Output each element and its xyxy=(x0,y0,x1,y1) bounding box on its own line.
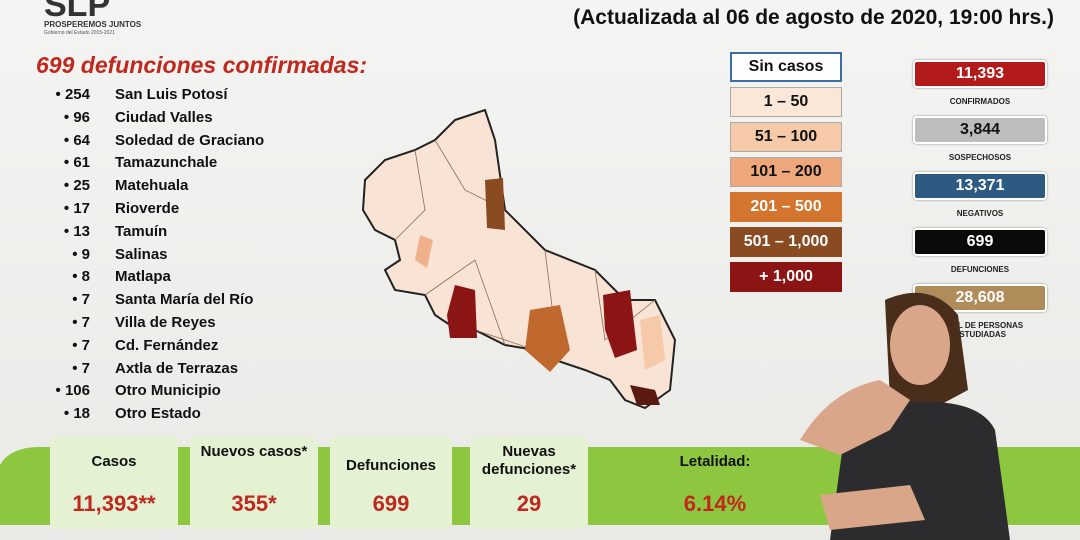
summary-value: 699 xyxy=(372,491,410,516)
summary-box: Nuevos casos* 355* xyxy=(190,437,318,529)
legend-item: 51 – 100 xyxy=(730,122,842,152)
municipality: Salinas xyxy=(115,245,168,263)
municipality: Otro Municipio xyxy=(115,382,221,400)
municipality: Otro Estado xyxy=(115,405,201,423)
death-count: 7 xyxy=(40,337,90,354)
summary-box: Nuevas defunciones* 29 xyxy=(470,437,588,529)
municipality: Matlapa xyxy=(115,268,171,286)
death-row: 13 Tamuín xyxy=(40,223,340,245)
summary-value: 29 xyxy=(516,491,542,516)
death-row: 7 Villa de Reyes xyxy=(40,314,340,336)
stat-label: TOTAL DE PERSONAS ESTUDIADAS xyxy=(936,321,1024,339)
death-row: 254 San Luis Potosí xyxy=(40,86,340,108)
municipality: San Luis Potosí xyxy=(115,86,228,103)
legend-item: 1 – 50 xyxy=(730,87,842,117)
death-count: 106 xyxy=(40,382,90,399)
summary-value: 11,393** xyxy=(72,491,156,516)
municipality: Ciudad Valles xyxy=(115,108,213,126)
death-count: 9 xyxy=(40,246,90,263)
summary-label: Casos xyxy=(91,453,137,470)
death-count: 13 xyxy=(40,223,90,240)
death-row: 64 Soledad de Graciano xyxy=(40,132,340,154)
death-count: 17 xyxy=(40,200,90,217)
death-row: 17 Rioverde xyxy=(40,200,340,222)
death-row: 61 Tamazunchale xyxy=(40,154,340,176)
summary-label: Nuevos casos* xyxy=(200,443,308,460)
stat-value: 699 xyxy=(913,228,1047,256)
logo-slogan: PROSPEREMOS JUNTOS xyxy=(44,20,142,29)
death-count: 64 xyxy=(40,132,90,149)
state-map xyxy=(361,108,677,410)
death-row: 9 Salinas xyxy=(40,246,340,268)
death-row: 8 Matlapa xyxy=(40,268,340,290)
death-count: 25 xyxy=(40,177,90,194)
summary-label: Defunciones xyxy=(345,457,436,474)
death-row: 106 Otro Municipio xyxy=(40,382,340,404)
stat-label: SOSPECHOSOS xyxy=(948,153,1012,162)
death-count: 18 xyxy=(40,405,90,422)
summary-value: 355* xyxy=(231,491,277,516)
summary-label: Nuevas defunciones* xyxy=(481,443,577,478)
interpreter xyxy=(800,292,1010,540)
municipality: Santa María del Río xyxy=(115,291,254,309)
death-row: 7 Santa María del Río xyxy=(40,291,340,313)
logo: SLP xyxy=(44,0,111,24)
death-count: 7 xyxy=(40,291,90,308)
stat-label: CONFIRMADOS xyxy=(949,97,1011,106)
municipality: Matehuala xyxy=(115,177,189,195)
death-count: 61 xyxy=(40,154,90,171)
municipality: Villa de Reyes xyxy=(115,314,216,331)
summary-box: Defunciones 699 xyxy=(330,437,452,529)
death-row: 18 Otro Estado xyxy=(40,405,340,427)
death-row: 96 Ciudad Valles xyxy=(40,109,340,131)
stat-value: 11,393 xyxy=(913,60,1047,88)
update-date: (Actualizada al 06 de agosto de 2020, 19… xyxy=(573,6,1054,29)
municipality: Rioverde xyxy=(115,200,180,217)
municipality: Soledad de Graciano xyxy=(115,131,265,149)
death-row: 25 Matehuala xyxy=(40,177,340,199)
summary-label: Letalidad: xyxy=(679,453,751,470)
stat-value: 3,844 xyxy=(913,116,1047,144)
legend-item: 101 – 200 xyxy=(730,157,842,187)
legend-item: Sin casos xyxy=(730,52,842,82)
legend-item: + 1,000 xyxy=(730,262,842,292)
deaths-title: 699 defunciones confirmadas: xyxy=(36,52,368,78)
death-count: 7 xyxy=(40,360,90,377)
death-count: 96 xyxy=(40,109,90,126)
death-count: 254 xyxy=(40,86,90,103)
summary-box: Casos 11,393** xyxy=(50,437,178,529)
death-row: 7 Axtla de Terrazas xyxy=(40,360,340,382)
municipality: Axtla de Terrazas xyxy=(115,359,239,377)
legend-item: 201 – 500 xyxy=(730,192,842,222)
death-count: 8 xyxy=(40,268,90,285)
stat-label: DEFUNCIONES xyxy=(950,265,1010,274)
stat-label: NEGATIVOS xyxy=(956,209,1004,218)
summary-box: Letalidad: 6.14% xyxy=(615,437,815,529)
municipality: Tamuín xyxy=(115,222,168,240)
municipality: Cd. Fernández xyxy=(115,336,219,354)
municipality: Tamazunchale xyxy=(115,154,218,172)
death-row: 7 Cd. Fernández xyxy=(40,337,340,359)
stat-value: 13,371 xyxy=(913,172,1047,200)
death-count: 7 xyxy=(40,314,90,331)
logo-sub: Gobierno del Estado 2015-2021 xyxy=(44,30,115,36)
legend-item: 501 – 1,000 xyxy=(730,227,842,257)
summary-value: 6.14% xyxy=(683,491,747,516)
